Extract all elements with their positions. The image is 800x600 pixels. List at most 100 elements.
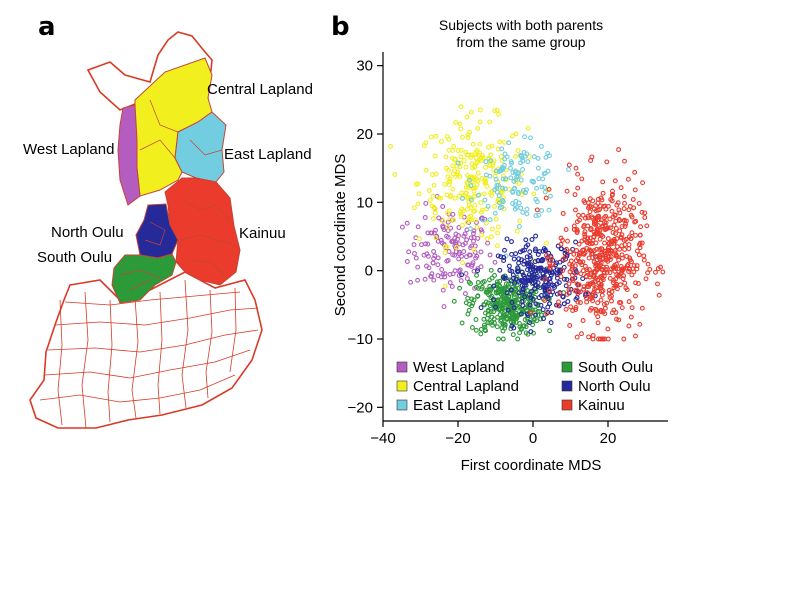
point-east-lapland [539, 208, 545, 213]
point-north-oulu [519, 282, 525, 288]
point-south-oulu [515, 313, 520, 319]
point-south-oulu [511, 294, 517, 300]
point-south-oulu [459, 320, 465, 326]
point-east-lapland [566, 167, 572, 172]
point-south-oulu [469, 303, 475, 309]
point-kainuu [605, 236, 611, 242]
point-south-oulu [519, 326, 524, 332]
point-north-oulu [519, 311, 524, 317]
point-kainuu [623, 218, 629, 224]
point-east-lapland [510, 188, 516, 194]
point-kainuu [594, 246, 599, 252]
point-west-lapland [406, 249, 412, 255]
point-north-oulu [491, 297, 496, 303]
point-south-oulu [495, 299, 500, 305]
point-south-oulu [538, 312, 544, 318]
point-south-oulu [475, 280, 481, 285]
point-east-lapland [492, 210, 498, 216]
point-kainuu [612, 178, 618, 184]
point-central-lapland [479, 176, 485, 181]
point-east-lapland [483, 159, 489, 165]
point-north-oulu [544, 287, 550, 293]
legend-swatch-kainuu [561, 399, 573, 411]
point-north-oulu [538, 265, 544, 271]
point-west-lapland [475, 235, 481, 241]
point-east-lapland [522, 134, 528, 140]
point-central-lapland [468, 204, 474, 210]
legend-label-west-lapland: West Lapland [413, 359, 504, 376]
panel-b-letter: b [331, 12, 350, 42]
point-south-oulu [478, 331, 484, 337]
point-kainuu [544, 252, 549, 258]
point-kainuu [587, 307, 593, 313]
point-kainuu [625, 176, 631, 182]
point-central-lapland [484, 184, 490, 189]
point-north-oulu [501, 255, 507, 260]
point-central-lapland [513, 154, 518, 159]
point-kainuu [612, 213, 618, 218]
point-east-lapland [510, 201, 516, 206]
point-east-lapland [538, 144, 544, 149]
point-north-oulu [522, 247, 527, 253]
point-kainuu [658, 264, 663, 270]
point-kainuu [601, 301, 607, 307]
point-kainuu [603, 226, 609, 232]
point-south-oulu [494, 324, 500, 330]
point-east-lapland [501, 162, 507, 168]
point-kainuu [564, 246, 569, 252]
point-kainuu [596, 213, 602, 219]
point-west-lapland [461, 214, 467, 220]
point-east-lapland [502, 156, 508, 162]
point-south-oulu [481, 279, 487, 284]
point-central-lapland [468, 109, 474, 115]
point-central-lapland [481, 191, 487, 197]
point-kainuu [607, 250, 613, 256]
point-kainuu [614, 316, 619, 322]
point-kainuu [568, 304, 574, 310]
point-south-oulu [482, 324, 488, 330]
point-north-oulu [508, 278, 514, 284]
point-central-lapland [491, 203, 497, 209]
point-central-lapland [447, 217, 452, 223]
point-south-oulu [485, 289, 491, 295]
point-west-lapland [450, 252, 456, 258]
point-north-oulu [516, 260, 522, 266]
point-central-lapland [475, 170, 481, 176]
point-north-oulu [529, 288, 535, 294]
point-kainuu [576, 282, 582, 288]
chart-title-line-1: Subjects with both parents [439, 17, 603, 33]
point-north-oulu [526, 260, 532, 266]
point-north-oulu [528, 264, 534, 270]
point-central-lapland [453, 120, 459, 126]
point-west-lapland [478, 249, 484, 255]
point-east-lapland [536, 176, 542, 182]
point-south-oulu [463, 300, 469, 306]
point-west-lapland [474, 253, 480, 259]
point-kainuu [606, 287, 612, 293]
point-kainuu [588, 204, 594, 210]
legend-label-south-oulu: South Oulu [578, 359, 653, 376]
point-kainuu [588, 294, 594, 300]
point-kainuu [618, 300, 624, 306]
point-west-lapland [464, 276, 470, 282]
point-north-oulu [568, 286, 574, 292]
point-kainuu [567, 249, 573, 255]
point-central-lapland [438, 195, 444, 201]
point-north-oulu [519, 257, 525, 263]
point-east-lapland [508, 175, 514, 181]
point-north-oulu [536, 265, 542, 271]
point-kainuu [600, 309, 606, 315]
label-kainuu: Kainuu [239, 225, 286, 242]
point-central-lapland [471, 185, 477, 191]
point-central-lapland [525, 125, 531, 131]
point-kainuu [570, 278, 576, 284]
point-south-oulu [473, 317, 479, 322]
point-south-oulu [505, 304, 511, 310]
point-south-oulu [487, 277, 492, 283]
point-north-oulu [533, 233, 539, 239]
point-central-lapland [477, 107, 483, 113]
point-south-oulu [481, 301, 487, 307]
point-west-lapland [435, 255, 441, 261]
point-kainuu [621, 237, 627, 243]
point-south-oulu [451, 298, 457, 304]
